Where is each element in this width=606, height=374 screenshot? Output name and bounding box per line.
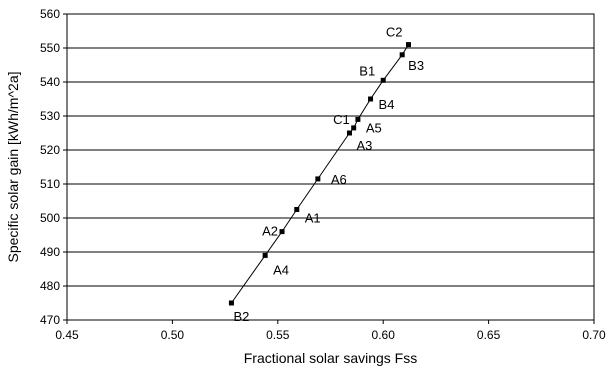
point-label-a3: A3 (356, 138, 372, 153)
marker-layer (228, 42, 411, 306)
point-label-b3: B3 (408, 58, 424, 73)
point-label-c1: C1 (333, 112, 350, 127)
y-tick-label: 520 (40, 143, 60, 157)
y-tick-label: 560 (40, 7, 60, 21)
data-point-a3 (346, 130, 352, 136)
plot-frame (66, 13, 595, 321)
series-line (231, 44, 409, 304)
y-tick-label: 510 (40, 177, 60, 191)
y-tick-label: 480 (40, 279, 60, 293)
x-tick-label: 0.55 (266, 328, 290, 342)
label-layer: B2 A4 A2 A1 A6 A3 C1 A5 B4 B1 B3 C2 (233, 25, 424, 324)
data-point-a1 (294, 207, 300, 212)
y-tick-label: 490 (40, 245, 60, 259)
point-label-b1: B1 (359, 63, 375, 78)
data-point-b3 (399, 52, 405, 58)
data-point-a4 (262, 252, 268, 258)
y-tick-label: 540 (40, 75, 60, 89)
y-tick-label: 500 (40, 211, 60, 225)
y-tick-label: 550 (40, 41, 60, 55)
data-point-b2 (228, 300, 234, 306)
point-label-a2: A2 (262, 224, 278, 239)
x-tick-label: 0.60 (372, 328, 396, 342)
data-point-a2 (279, 229, 285, 235)
x-axis-label: Fractional solar savings Fss (244, 350, 418, 366)
data-point-c1 (351, 125, 357, 131)
point-label-c2: C2 (386, 25, 403, 40)
y-axis-label: Specific solar gain [kWh/m^2a] (5, 72, 21, 263)
data-point-b1 (380, 77, 386, 83)
data-point-b4 (368, 96, 374, 102)
point-label-b2: B2 (233, 309, 249, 324)
point-label-a6: A6 (331, 172, 347, 187)
data-point-a5 (355, 116, 361, 122)
data-point-c2 (405, 42, 411, 48)
point-label-a5: A5 (366, 120, 382, 135)
x-tick-label: 0.70 (582, 328, 606, 342)
x-tick-label: 0.50 (161, 328, 185, 342)
y-tick-label: 530 (40, 109, 60, 123)
tick-layer: 470 480 490 500 510 520 530 540 550 560 0.45 0.50 0.… (40, 7, 606, 342)
x-tick-label: 0.65 (477, 328, 501, 342)
grid-layer (67, 13, 594, 321)
y-tick-label: 470 (40, 313, 60, 327)
x-tick-label: 0.45 (55, 328, 79, 342)
point-label-a1: A1 (305, 211, 321, 226)
point-label-a4: A4 (273, 262, 289, 277)
point-label-b4: B4 (379, 97, 395, 112)
data-point-a6 (315, 176, 321, 182)
